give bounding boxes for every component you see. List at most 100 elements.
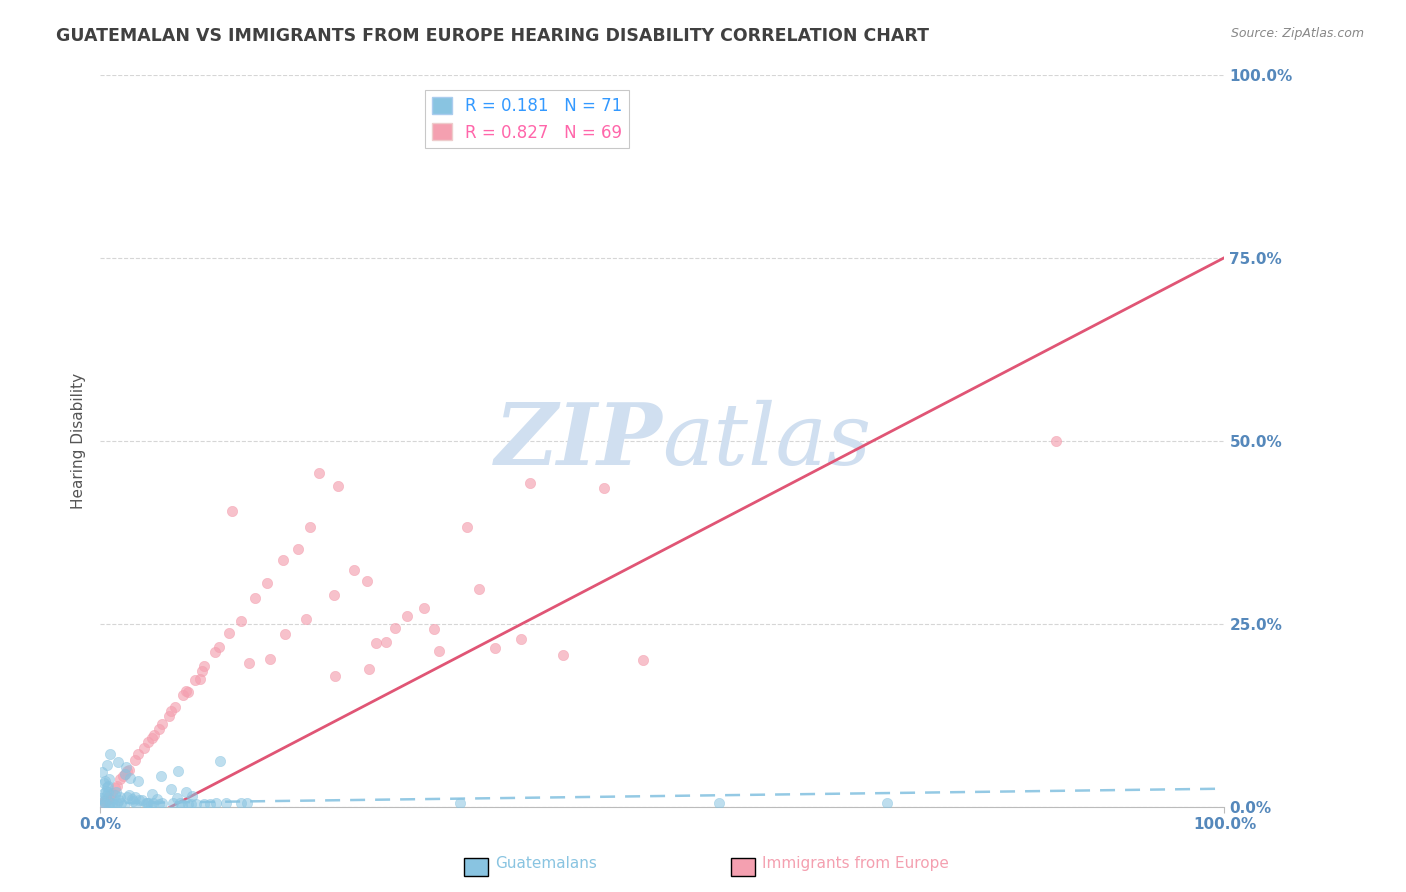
Point: [98, 747, 121, 762]
Point: [165, 700, 187, 714]
Point: [218, 625, 240, 640]
Point: [121, 794, 143, 808]
Text: atlas: atlas: [662, 400, 872, 482]
Point: [97, 789, 120, 804]
Point: [132, 740, 155, 755]
Legend: R = 0.181   N = 71, R = 0.827   N = 69: R = 0.181 N = 71, R = 0.827 N = 69: [426, 90, 630, 148]
Point: [183, 673, 205, 687]
Point: [96, 780, 118, 795]
Point: [110, 797, 132, 811]
Point: [93, 776, 115, 790]
Point: [103, 797, 125, 811]
Point: [150, 797, 173, 811]
Point: [136, 796, 159, 810]
Point: [146, 792, 169, 806]
Point: [1045, 434, 1067, 448]
Point: [238, 656, 260, 670]
Point: [273, 627, 295, 641]
Point: [299, 520, 322, 534]
Point: [295, 612, 318, 626]
Point: [308, 466, 330, 480]
Point: [287, 542, 309, 557]
Point: [143, 728, 166, 742]
Point: [328, 479, 350, 493]
Point: [128, 792, 150, 806]
Point: [115, 790, 138, 805]
Point: [90, 791, 112, 805]
Point: [166, 791, 188, 805]
Point: [98, 791, 121, 805]
Text: Guatemalans: Guatemalans: [495, 856, 596, 871]
Point: [468, 582, 491, 596]
Point: [343, 563, 366, 577]
Point: [94, 794, 117, 808]
Point: [110, 790, 132, 805]
Point: [125, 797, 148, 811]
Point: [91, 797, 114, 812]
Point: [205, 797, 228, 811]
Point: [115, 764, 138, 778]
Point: [200, 797, 222, 811]
Point: [105, 780, 128, 794]
Point: [121, 792, 143, 806]
Point: [427, 644, 450, 658]
Point: [101, 797, 124, 811]
Point: [142, 796, 165, 810]
Point: [98, 798, 121, 813]
Point: [323, 669, 346, 683]
Point: [177, 685, 200, 699]
Point: [184, 797, 207, 811]
Text: Source: ZipAtlas.com: Source: ZipAtlas.com: [1230, 27, 1364, 40]
Point: [423, 622, 446, 636]
Point: [93, 786, 115, 800]
Point: [180, 797, 202, 811]
Point: [357, 662, 380, 676]
Point: [172, 688, 194, 702]
Point: [104, 788, 127, 802]
Point: [188, 672, 211, 686]
Point: [323, 588, 346, 602]
Point: [193, 797, 215, 811]
Text: ZIP: ZIP: [495, 399, 662, 483]
Point: [160, 704, 183, 718]
Point: [94, 789, 117, 803]
Point: [162, 797, 184, 811]
Text: Immigrants from Europe: Immigrants from Europe: [762, 856, 949, 871]
Point: [245, 591, 267, 606]
Point: [174, 785, 197, 799]
Point: [553, 648, 575, 662]
Point: [256, 575, 278, 590]
Point: [120, 772, 142, 786]
Point: [150, 717, 173, 731]
Point: [91, 764, 114, 779]
Point: [449, 797, 471, 811]
Point: [374, 635, 396, 649]
Point: [94, 784, 117, 798]
Point: [124, 789, 146, 804]
Point: [141, 731, 163, 746]
Point: [396, 608, 419, 623]
Point: [118, 789, 141, 803]
Point: [364, 636, 387, 650]
Point: [149, 769, 172, 783]
Point: [157, 709, 180, 723]
Point: [114, 767, 136, 781]
Point: [193, 658, 215, 673]
Point: [221, 504, 243, 518]
Point: [229, 797, 252, 811]
Point: [104, 780, 127, 795]
Point: [141, 787, 163, 801]
Point: [93, 794, 115, 808]
Point: [519, 476, 541, 491]
Point: [456, 520, 478, 534]
Point: [97, 784, 120, 798]
Point: [509, 632, 531, 647]
Point: [209, 754, 232, 768]
Point: [413, 601, 436, 615]
Point: [384, 621, 406, 635]
Point: [229, 614, 252, 628]
Point: [97, 780, 120, 794]
Point: [127, 773, 149, 788]
Point: [93, 797, 115, 811]
Point: [876, 797, 898, 811]
